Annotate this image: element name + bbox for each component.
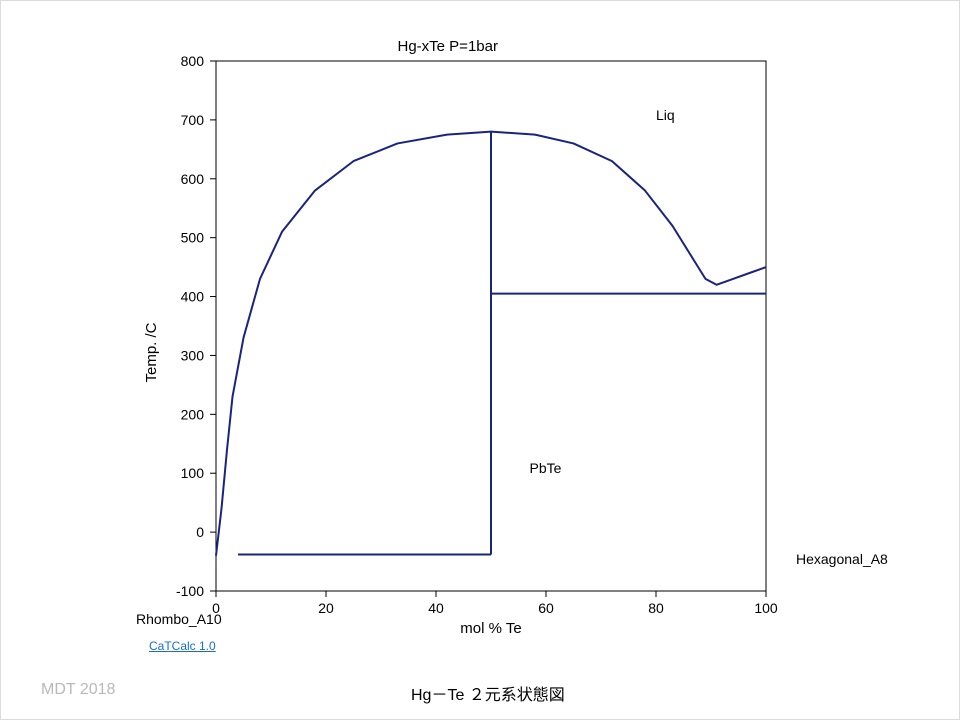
x-tick-label: 80 — [648, 600, 664, 616]
label-rhombo: Rhombo_A10 — [136, 611, 222, 627]
label-hexagonal: Hexagonal_A8 — [796, 551, 888, 567]
region-label: Liq — [656, 107, 675, 123]
y-tick-label: 0 — [196, 524, 204, 540]
region-label: PbTe — [530, 460, 562, 476]
y-axis-label: Temp. /C — [143, 322, 160, 382]
x-tick-label: 40 — [428, 600, 444, 616]
y-tick-label: 400 — [181, 289, 205, 305]
y-tick-label: 700 — [181, 112, 205, 128]
x-tick-label: 60 — [538, 600, 554, 616]
footer-left: MDT 2018 — [41, 681, 115, 699]
y-tick-label: 500 — [181, 230, 205, 246]
y-tick-label: 100 — [181, 465, 205, 481]
y-tick-label: 800 — [181, 53, 205, 69]
chart-title: Hg-xTe P=1bar — [398, 38, 498, 55]
x-axis-label: mol % Te — [460, 620, 521, 637]
y-tick-label: 600 — [181, 171, 205, 187]
x-tick-label: 20 — [318, 600, 334, 616]
stage: Hg-xTe P=1bar -100 0 100 200 300 400 500 600 700 8… — [0, 0, 960, 720]
x-tick-label: 100 — [754, 600, 778, 616]
y-tick-label: 200 — [181, 406, 205, 422]
catcalc-link[interactable]: CaTCalc 1.0 — [149, 639, 216, 653]
footer-center: Hg－Te ２元系状態図 — [411, 681, 565, 705]
y-tick-label: -100 — [176, 583, 204, 599]
y-tick-label: 300 — [181, 347, 205, 363]
